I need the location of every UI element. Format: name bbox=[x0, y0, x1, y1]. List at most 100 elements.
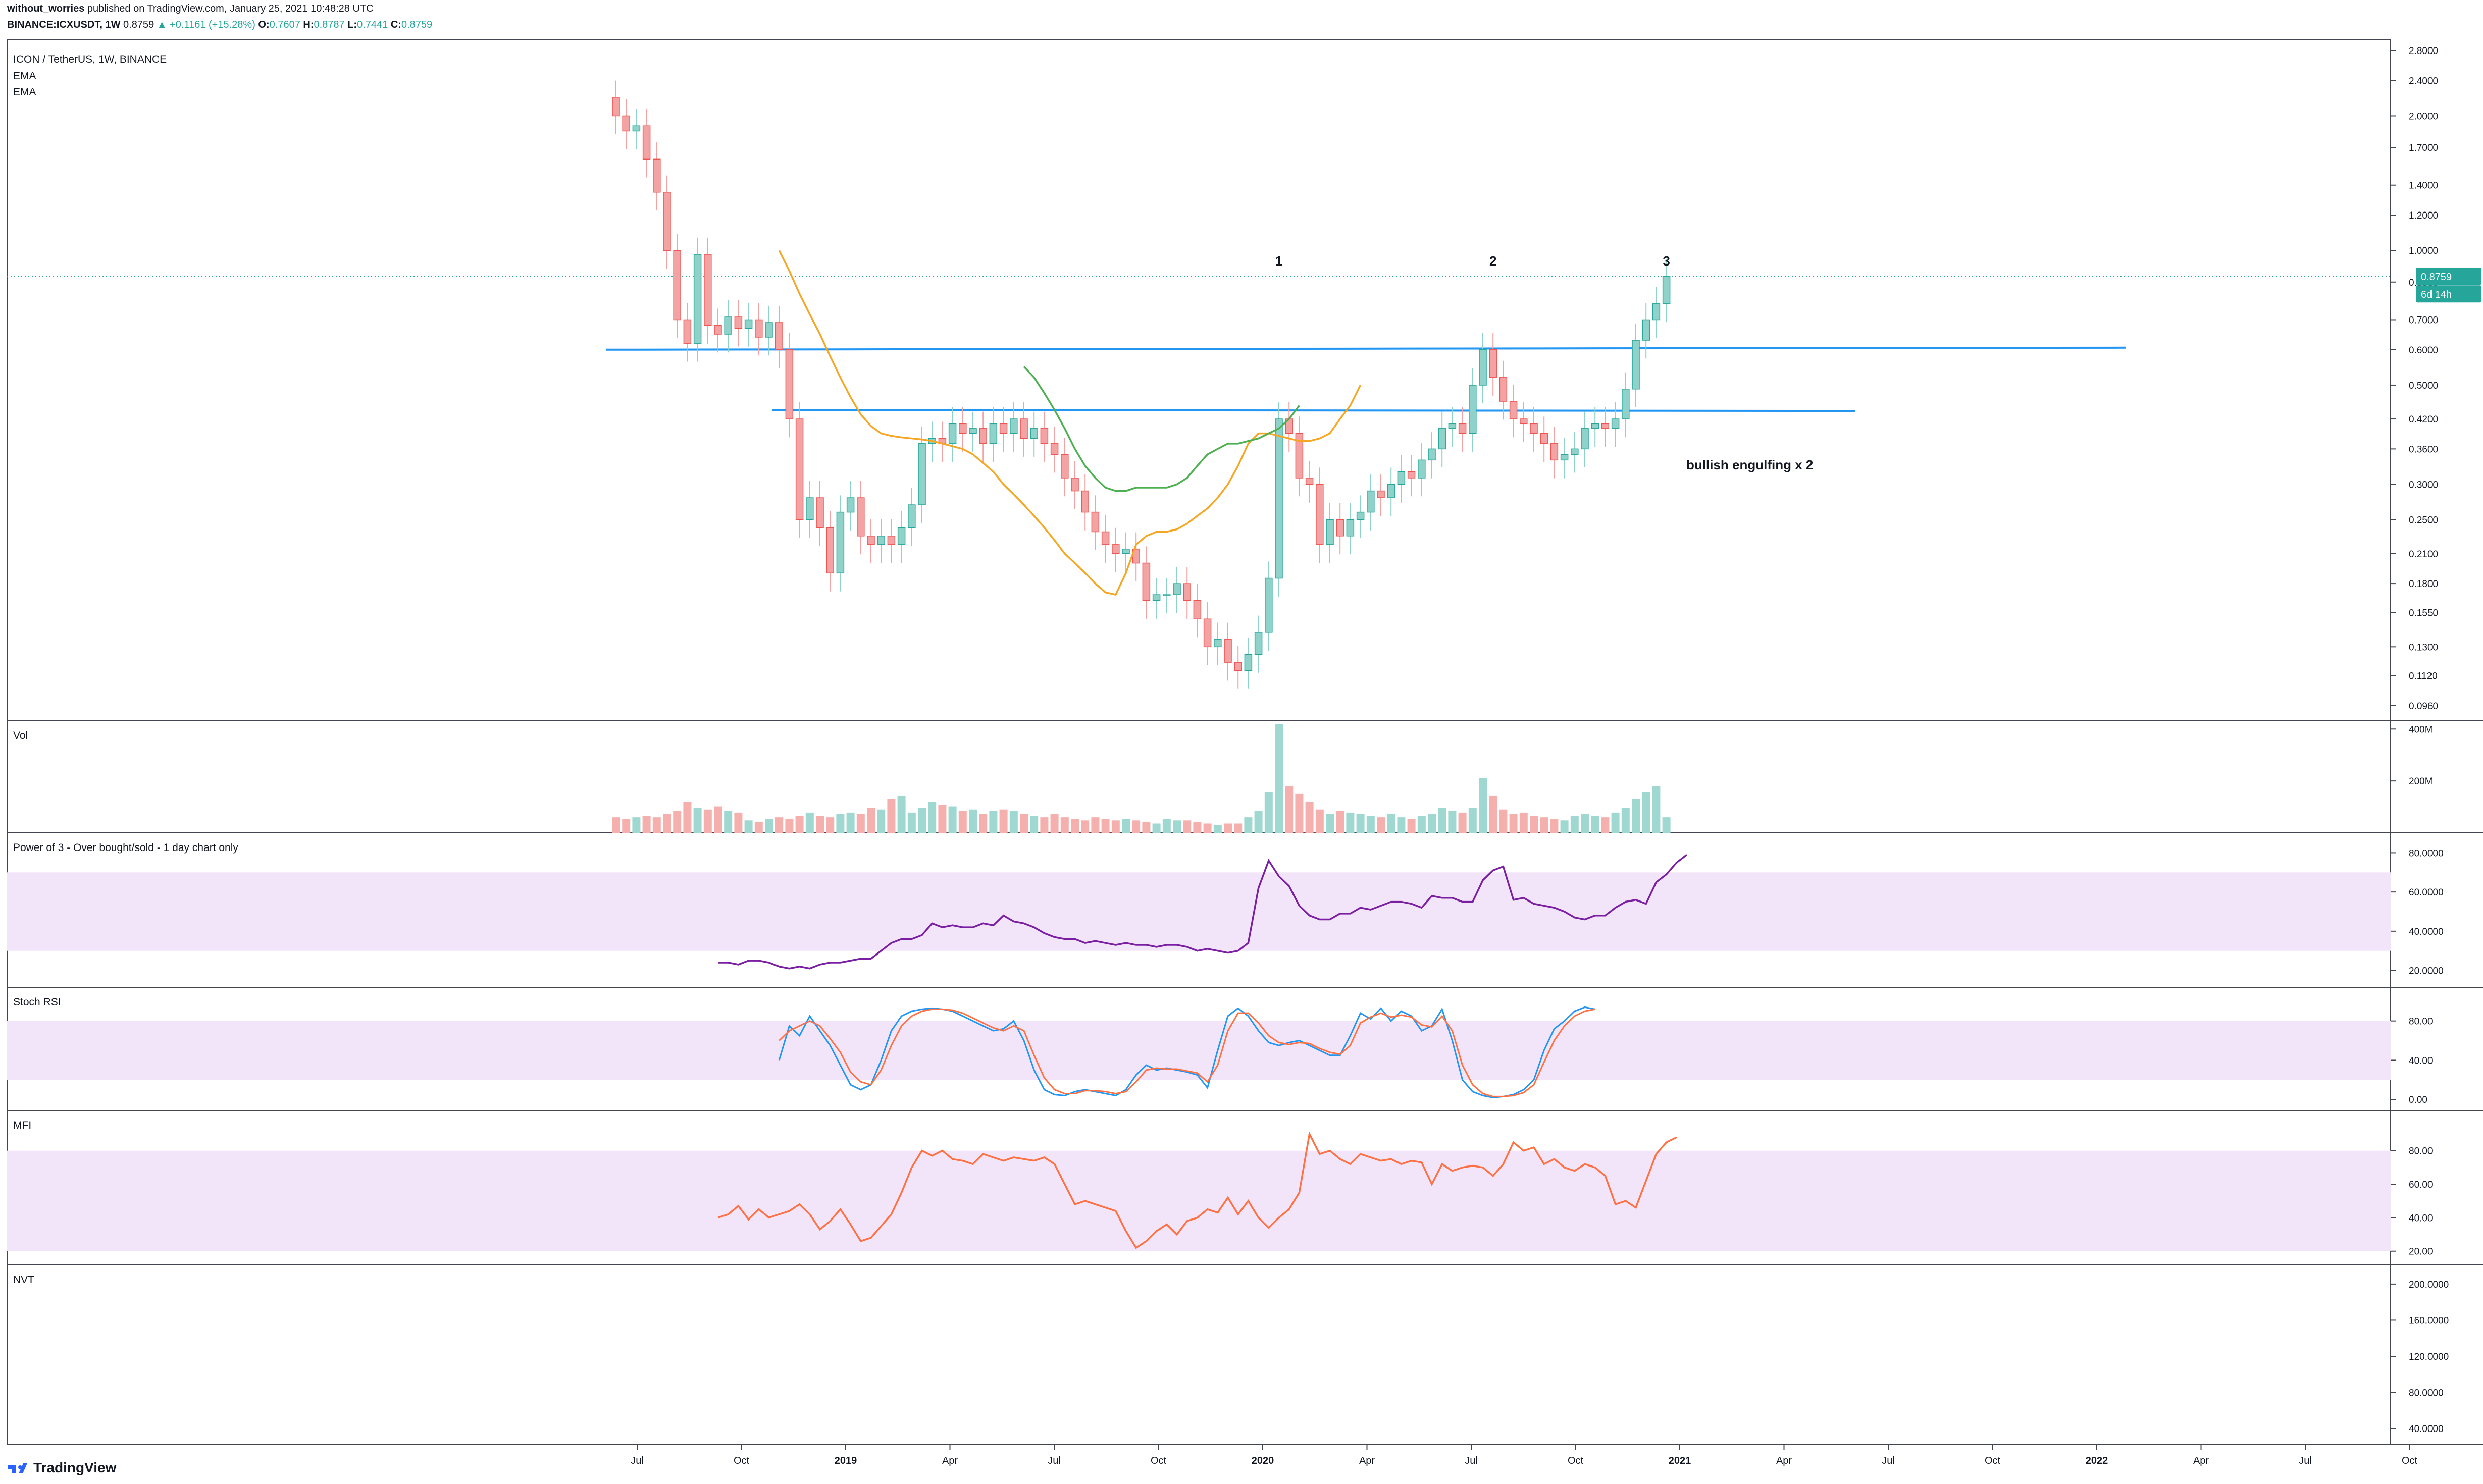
candle-body bbox=[1509, 401, 1518, 419]
candle-body bbox=[1377, 490, 1385, 498]
volume-bar bbox=[999, 809, 1008, 833]
volume-bar bbox=[1336, 811, 1344, 833]
osc-axis-label: 40.0000 bbox=[2409, 927, 2444, 937]
volume-bar bbox=[1030, 816, 1039, 833]
candle-body bbox=[683, 319, 692, 344]
volume-bar bbox=[969, 809, 977, 833]
volume-bar bbox=[989, 811, 998, 833]
candle-body bbox=[1142, 562, 1151, 601]
publish-info: without_worries published on TradingView… bbox=[7, 3, 374, 15]
candle-body bbox=[877, 536, 885, 545]
candle-body bbox=[1356, 511, 1365, 520]
osc-axis-label: 80.0000 bbox=[2409, 1388, 2444, 1399]
volume-bar bbox=[1050, 814, 1059, 833]
tradingview-logo[interactable]: TradingView bbox=[7, 1460, 116, 1476]
mfi-line bbox=[717, 1131, 1677, 1249]
bullish-engulfing-note: bullish engulfing x 2 bbox=[1686, 457, 1813, 472]
osc-axis-label: 0.00 bbox=[2409, 1095, 2427, 1105]
volume-bar bbox=[1040, 817, 1049, 833]
candle-body bbox=[1214, 639, 1222, 648]
candle-body bbox=[846, 497, 855, 513]
volume-bar bbox=[1611, 812, 1620, 833]
price-axis-label: 0.0960 bbox=[2409, 701, 2438, 712]
osc-axis-label: 40.00 bbox=[2409, 1055, 2433, 1066]
candle-body bbox=[1050, 443, 1059, 455]
volume-bar bbox=[1254, 811, 1263, 833]
volume-bar bbox=[1020, 814, 1028, 833]
countdown-tag bbox=[2416, 285, 2481, 303]
volume-bar bbox=[1091, 817, 1100, 833]
candle-body bbox=[1520, 418, 1528, 425]
candle-body bbox=[979, 428, 987, 444]
volume-bar bbox=[1122, 819, 1130, 833]
candle-body bbox=[1244, 654, 1253, 671]
candle-body bbox=[918, 443, 926, 505]
time-tick-label: Oct bbox=[734, 1455, 750, 1466]
volume-bar bbox=[1009, 811, 1018, 833]
osc-axis-label: 80.00 bbox=[2409, 1146, 2433, 1157]
price-axis-label: 2.0000 bbox=[2409, 111, 2438, 122]
time-tick-label: Jul bbox=[1882, 1455, 1895, 1466]
volume-bar bbox=[1519, 812, 1528, 833]
volume-bar bbox=[1448, 811, 1457, 833]
volume-axis-label: 200M bbox=[2409, 776, 2433, 787]
published-text: published on TradingView.com, January 25… bbox=[87, 3, 374, 14]
resistance-line bbox=[605, 346, 2126, 351]
price-axis-label: 0.5000 bbox=[2409, 381, 2438, 391]
volume-bar bbox=[632, 817, 641, 833]
candle-body bbox=[1479, 349, 1487, 386]
osc-axis-label: 20.0000 bbox=[2409, 966, 2444, 977]
volume-bar bbox=[1621, 808, 1630, 833]
volume-bar bbox=[836, 814, 845, 833]
price-axis-label: 0.6000 bbox=[2409, 345, 2438, 356]
candle-body bbox=[724, 316, 732, 335]
power3-line bbox=[718, 854, 1688, 970]
candle-body bbox=[857, 497, 865, 537]
candle-body bbox=[1234, 662, 1242, 671]
candle-body bbox=[1061, 454, 1069, 479]
volume-bar bbox=[1540, 817, 1548, 833]
candle-body bbox=[969, 428, 977, 434]
volume-bar bbox=[765, 819, 773, 833]
candle-body bbox=[673, 250, 681, 321]
candle-body bbox=[1112, 544, 1120, 554]
author[interactable]: without_worries bbox=[7, 3, 85, 14]
time-tick-label: Apr bbox=[1359, 1455, 1375, 1466]
ema-legend-label: EMA bbox=[13, 86, 36, 98]
volume-bar bbox=[979, 814, 988, 833]
candle-body bbox=[612, 97, 620, 117]
candle-body bbox=[1122, 548, 1130, 554]
candle-body bbox=[653, 158, 661, 193]
volume-bar bbox=[816, 816, 824, 833]
volume-bar bbox=[1397, 817, 1406, 833]
candle-body bbox=[1418, 459, 1426, 479]
candle-body bbox=[1305, 478, 1314, 485]
open-value: 0.7607 bbox=[269, 19, 300, 30]
candle-body bbox=[1601, 423, 1610, 429]
time-tick-label: Jul bbox=[1465, 1455, 1478, 1466]
candle-body bbox=[1642, 319, 1650, 341]
symbol: BINANCE:ICXUSDT, 1W bbox=[7, 19, 121, 30]
volume-bar bbox=[958, 811, 967, 833]
mfi-pane-title: MFI bbox=[13, 1120, 31, 1131]
candle-body bbox=[908, 504, 916, 528]
candle-body bbox=[795, 418, 804, 520]
last-price-tag-label: 0.8759 bbox=[2421, 272, 2452, 283]
volume-bar bbox=[846, 812, 855, 833]
time-tick-label: 2021 bbox=[1669, 1455, 1691, 1466]
low-label: L: bbox=[347, 19, 357, 30]
volume-bar bbox=[826, 817, 835, 833]
volume-bar bbox=[663, 814, 671, 833]
candle-body bbox=[1275, 418, 1283, 579]
candle-body bbox=[959, 423, 967, 434]
wave-label: 3 bbox=[1663, 253, 1670, 269]
candle-body bbox=[1469, 385, 1477, 434]
time-tick-label: Jul bbox=[631, 1455, 644, 1466]
volume-bar bbox=[1285, 786, 1294, 833]
price-axis-label: 1.0000 bbox=[2409, 246, 2438, 256]
volume-bar bbox=[1193, 822, 1202, 833]
volume-bar bbox=[1152, 823, 1161, 833]
volume-bar bbox=[938, 805, 947, 833]
volume-bar bbox=[1275, 724, 1283, 833]
